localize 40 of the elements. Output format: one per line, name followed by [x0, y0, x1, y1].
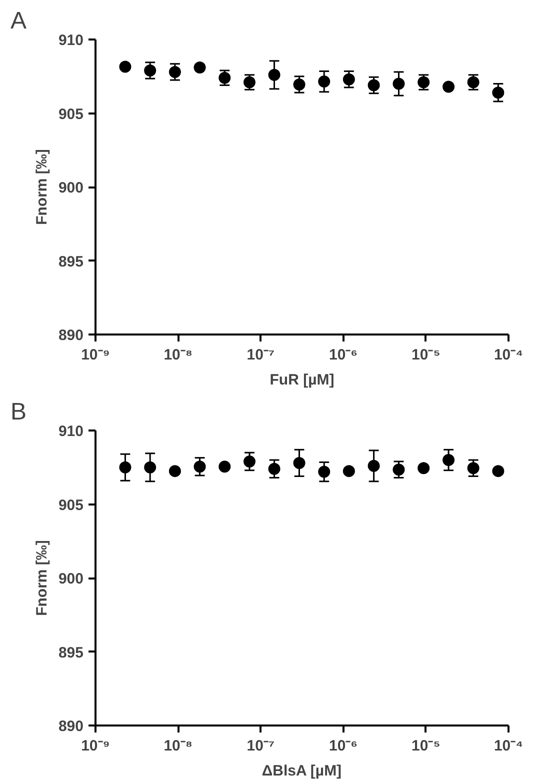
y-tick-label: 895 [58, 253, 84, 270]
x-tick-label: 10⁻⁵ [412, 346, 440, 364]
y-tick-label: 910 [58, 32, 84, 49]
point [293, 78, 306, 90]
point [119, 60, 132, 73]
x-axis-title: FuR [µM] [270, 372, 334, 388]
y-axis-title: Fnorm [‰] [33, 149, 50, 225]
y-tick-label: 910 [58, 423, 84, 440]
point [268, 68, 280, 81]
x-tick-label: 10⁻⁹ [81, 346, 110, 364]
point [492, 86, 504, 99]
x-axis-title: ΔBlsA [µM] [262, 762, 342, 780]
point [342, 73, 355, 86]
y-tick-label: 905 [58, 106, 84, 123]
y-tick-label: 900 [58, 570, 84, 588]
point [318, 76, 330, 88]
x-tick-label: 10⁻⁴ [494, 738, 524, 754]
x-tick-label: 10⁻⁴ [494, 346, 524, 364]
x-tick-label: 10⁻⁶ [329, 346, 358, 364]
y-tick-label: 890 [58, 327, 84, 344]
point [368, 79, 380, 92]
x-tick-label: 10⁻⁸ [164, 738, 192, 754]
x-tick-label: 10⁻⁸ [164, 346, 192, 364]
point [144, 64, 156, 76]
text: A [10, 8, 27, 34]
text: B [10, 398, 27, 426]
y-axis-title: Fnorm [‰] [33, 540, 50, 616]
y-tick-label: 900 [58, 180, 84, 196]
point [194, 62, 206, 74]
point [168, 66, 181, 78]
x-tick-label: 10⁻⁷ [246, 346, 275, 364]
x-tick-label: 10⁻⁹ [81, 738, 110, 754]
x-tick-label: 10⁻⁷ [246, 738, 275, 754]
y-tick-label: 890 [58, 718, 84, 735]
y-tick-label: 895 [58, 644, 84, 662]
y-tick-label: 905 [58, 496, 84, 514]
point [442, 80, 455, 93]
x-tick-label: 10⁻⁵ [412, 738, 440, 754]
point [392, 78, 405, 90]
x-tick-label: 10⁻⁶ [329, 738, 358, 754]
